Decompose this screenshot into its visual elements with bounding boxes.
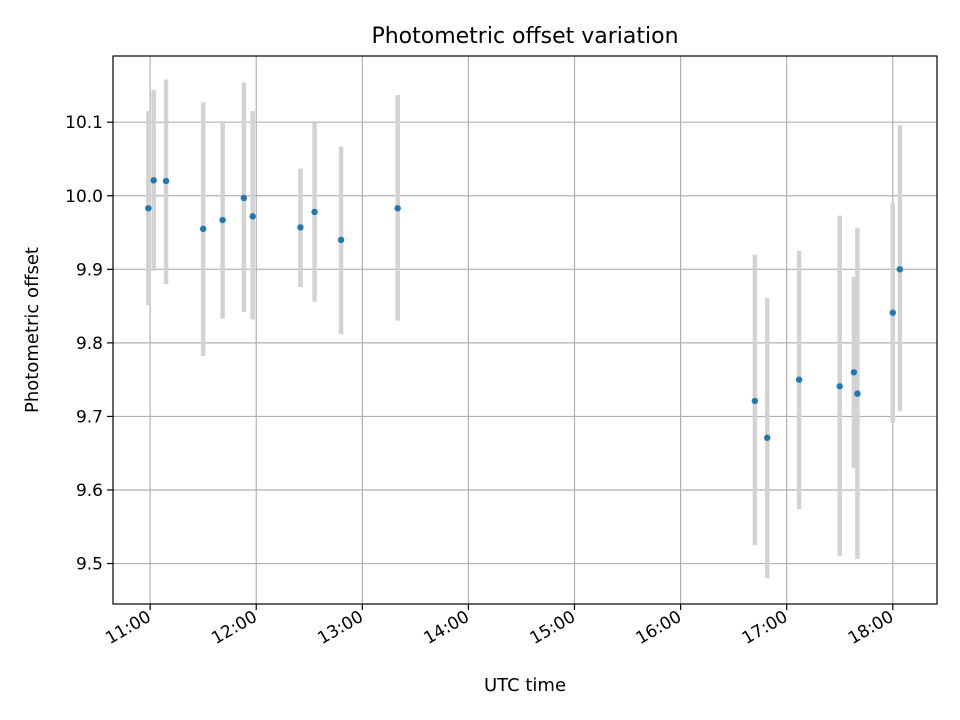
data-point [162,177,170,185]
data-point [836,383,843,390]
data-point [150,177,157,184]
data-point [240,194,248,202]
data-point [854,390,861,397]
data-point [889,309,896,316]
x-axis-ticks: 11:00 12:00 13:00 14:00 15:00 16:00 17:00 18:00 [102,604,897,649]
data-point [850,369,858,376]
data-point [311,208,318,216]
plot-frame [112,55,938,605]
x-tick-label: 15:00 [527,607,579,649]
data-point [394,205,401,212]
x-tick-label: 12:00 [208,607,260,649]
data-point [219,216,226,224]
y-tick-label: 9.5 [76,555,103,575]
y-tick-label: 9.8 [76,334,103,354]
data-point [249,213,256,220]
y-tick-label: 9.7 [76,407,103,427]
data-points [145,177,904,441]
x-tick-label: 18:00 [845,607,897,649]
x-tick-label: 13:00 [314,607,366,649]
data-point [795,376,803,383]
x-tick-label: 16:00 [633,607,685,649]
data-point [297,224,304,231]
y-tick-label: 10.0 [65,187,103,207]
x-tick-label: 17:00 [739,607,791,649]
y-tick-label: 9.6 [76,481,103,501]
data-point [896,266,904,273]
grid [113,56,937,604]
y-axis-ticks: 9.5 9.6 9.7 9.8 9.9 10.0 10.1 [65,113,113,575]
y-tick-label: 9.9 [76,260,103,280]
y-tick-label: 10.1 [65,113,103,133]
data-point [199,225,207,233]
y-axis-label: Photometric offset [22,247,43,413]
data-point [337,236,345,244]
chart-title: Photometric offset variation [371,24,678,49]
x-axis-label: UTC time [484,675,566,696]
data-point [764,434,771,441]
data-point [751,397,759,405]
data-point [145,205,152,212]
x-tick-label: 14:00 [420,607,472,649]
x-tick-label: 11:00 [102,607,154,649]
